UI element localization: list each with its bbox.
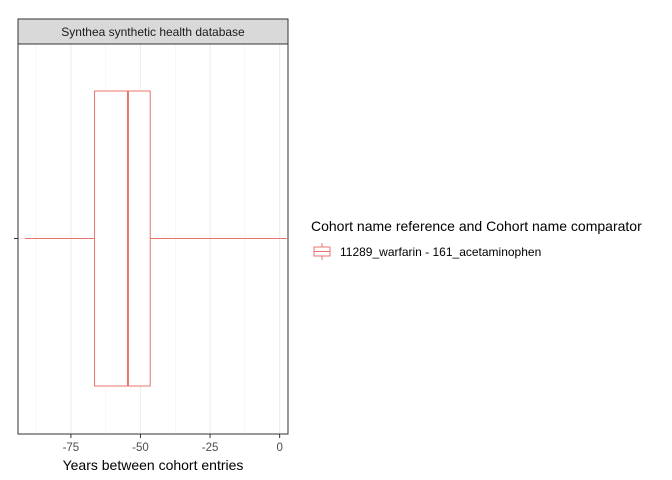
box [94, 90, 151, 387]
facet-title: Synthea synthetic health database [61, 25, 245, 39]
legend-key [313, 243, 331, 260]
legend-title: Cohort name reference and Cohort name co… [311, 218, 642, 234]
x-axis: -75 -50 -25 0 [63, 434, 283, 454]
x-tick-label: -50 [132, 442, 149, 454]
legend: Cohort name reference and Cohort name co… [311, 218, 642, 260]
facet-strip [17, 18, 289, 45]
boxplot-layer [24, 90, 287, 387]
x-tick-label: -25 [202, 442, 219, 454]
x-tick-label: -75 [63, 442, 80, 454]
legend-label: 11289_warfarin - 161_acetaminophen [340, 245, 541, 259]
x-tick-label: 0 [276, 442, 282, 454]
x-axis-title: Years between cohort entries [63, 457, 244, 473]
